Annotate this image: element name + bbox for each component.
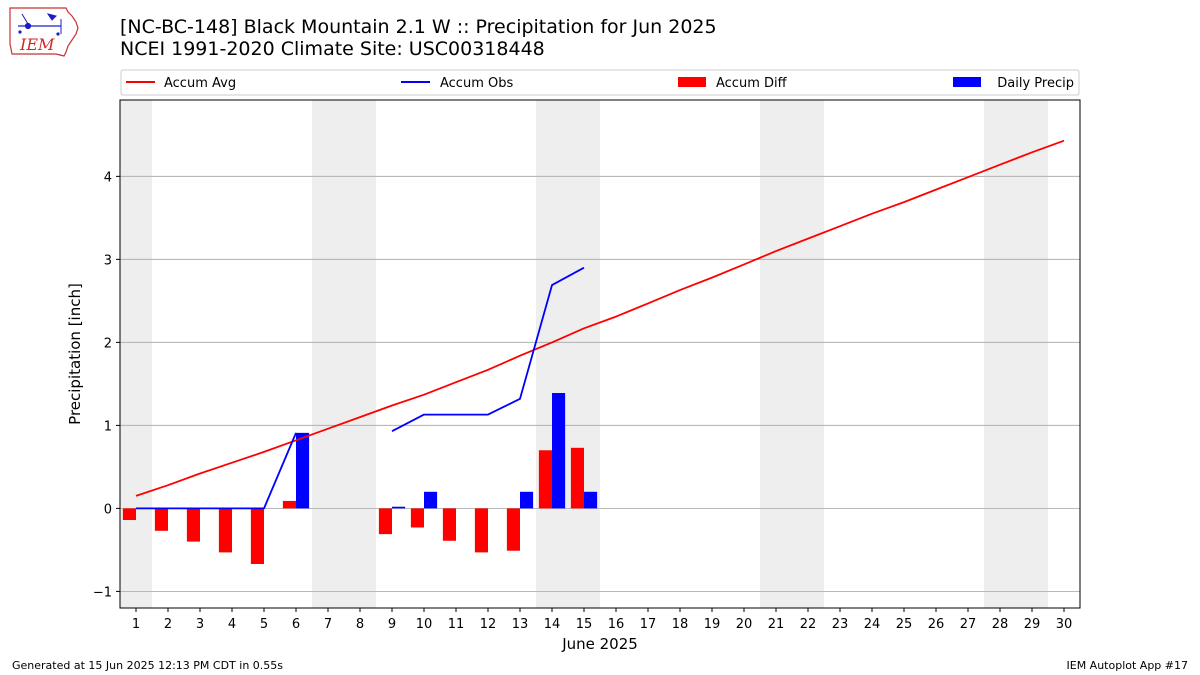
- accum-diff-bar-5: [250, 508, 264, 565]
- chart-title-line1: [NC-BC-148] Black Mountain 2.1 W :: Prec…: [120, 16, 717, 38]
- legend-accum-diff-label: Accum Diff: [716, 76, 788, 91]
- legend-daily-precip-label: Daily Precip: [997, 76, 1074, 91]
- weekend-band-14: [536, 100, 568, 608]
- daily-precip-bar-14: [552, 393, 566, 509]
- x-tick-label-26: 26: [928, 617, 945, 632]
- generated-timestamp: Generated at 15 Jun 2025 12:13 PM CDT in…: [12, 659, 284, 672]
- accum-obs-line-1: [136, 432, 297, 510]
- x-tick-label-19: 19: [704, 617, 721, 632]
- accum-avg-line-1: [135, 139, 1065, 497]
- daily-precip-bar-10: [424, 491, 438, 509]
- accum-diff-bar-4: [218, 508, 232, 553]
- x-tick-label-20: 20: [736, 617, 753, 632]
- daily-precip-bar-9: [392, 506, 406, 509]
- x-tick-label-8: 8: [356, 617, 364, 632]
- accum-diff-bar-9: [378, 508, 392, 535]
- x-tick-label-21: 21: [768, 617, 785, 632]
- y-tick-label--1: −1: [93, 585, 112, 600]
- accum-diff-bar-10: [410, 508, 424, 528]
- y-tick-label-4: 4: [104, 170, 112, 185]
- chart-title-line2: NCEI 1991-2020 Climate Site: USC00318448: [120, 38, 545, 60]
- accum-diff-bar-2: [154, 508, 168, 531]
- x-tick-label-2: 2: [164, 617, 172, 632]
- accum-diff-bar-13: [506, 508, 520, 551]
- weekend-band-29: [1016, 100, 1048, 608]
- y-tick-label-1: 1: [104, 419, 112, 434]
- x-axis-ticks: 1 2 3 4 5 6 7 8 9 10 11 12 13 14 15 16 17 18 19 20 21 22 23 24 2…: [132, 608, 1072, 632]
- x-tick-label-22: 22: [800, 617, 817, 632]
- legend-daily-precip-swatch: [953, 77, 981, 87]
- x-tick-label-25: 25: [896, 617, 913, 632]
- weekend-band-8: [344, 100, 376, 608]
- legend-accum-obs-label: Accum Obs: [440, 76, 513, 91]
- x-tick-label-30: 30: [1056, 617, 1073, 632]
- x-tick-label-6: 6: [292, 617, 300, 632]
- daily-precip-bar-15: [584, 491, 598, 509]
- daily-precip-bar-6: [296, 432, 310, 509]
- weekend-band-21: [760, 100, 792, 608]
- x-tick-label-11: 11: [448, 617, 465, 632]
- legend-accum-diff-swatch: [678, 77, 706, 87]
- gridlines: [120, 175, 1080, 592]
- legend-box: [120, 69, 1080, 96]
- chart-title: [NC-BC-148] Black Mountain 2.1 W :: Prec…: [120, 16, 717, 60]
- x-tick-label-1: 1: [132, 617, 140, 632]
- accum-diff-bar-15: [570, 447, 584, 509]
- weekend-band-22: [792, 100, 824, 608]
- logo-text: IEM: [19, 35, 55, 54]
- weekend-band-1: [120, 100, 152, 608]
- weekend-bands: [120, 100, 1048, 608]
- bar-marks: [122, 393, 598, 565]
- iem-logo: IEM: [9, 7, 79, 57]
- accum-diff-bar-6: [282, 500, 296, 509]
- accum-obs-line-2: [391, 266, 585, 432]
- app-credit: IEM Autoplot App #17: [1066, 659, 1189, 672]
- x-axis-label: June 2025: [561, 635, 638, 653]
- accum-diff-bar-1: [122, 508, 136, 521]
- x-tick-label-5: 5: [260, 617, 268, 632]
- daily-precip-bar-13: [520, 491, 534, 509]
- accum-diff-bar-12: [474, 508, 488, 553]
- weekend-band-7: [312, 100, 344, 608]
- x-tick-label-12: 12: [480, 617, 497, 632]
- weather-symbols-icon: [18, 13, 62, 36]
- y-tick-label-0: 0: [104, 502, 112, 517]
- x-tick-label-14: 14: [544, 617, 561, 632]
- legend: Accum Avg Accum Obs Accum Diff Daily Pre…: [120, 69, 1080, 96]
- x-tick-label-29: 29: [1024, 617, 1041, 632]
- accum-diff-bar-11: [442, 508, 456, 541]
- legend-accum-avg-label: Accum Avg: [164, 76, 236, 91]
- y-axis-label: Precipitation [inch]: [66, 283, 84, 425]
- weekend-band-15: [568, 100, 600, 608]
- accum-diff-bar-14: [538, 450, 552, 509]
- x-tick-label-7: 7: [324, 617, 332, 632]
- y-axis-ticks: −1 0 1 2 3 4: [93, 170, 120, 600]
- x-tick-label-24: 24: [864, 617, 881, 632]
- x-tick-label-4: 4: [228, 617, 236, 632]
- weekend-band-28: [984, 100, 1016, 608]
- x-tick-label-17: 17: [640, 617, 657, 632]
- x-tick-label-10: 10: [416, 617, 433, 632]
- x-tick-label-27: 27: [960, 617, 977, 632]
- x-tick-label-3: 3: [196, 617, 204, 632]
- y-tick-label-2: 2: [104, 336, 112, 351]
- x-tick-label-28: 28: [992, 617, 1009, 632]
- x-tick-label-15: 15: [576, 617, 593, 632]
- x-tick-label-23: 23: [832, 617, 849, 632]
- plot-frame: [119, 99, 1081, 609]
- accum-diff-bar-3: [186, 508, 200, 542]
- line-marks: [135, 139, 1065, 510]
- x-tick-label-13: 13: [512, 617, 529, 632]
- x-tick-label-9: 9: [388, 617, 396, 632]
- x-tick-label-16: 16: [608, 617, 625, 632]
- y-tick-label-3: 3: [104, 253, 112, 268]
- x-tick-label-18: 18: [672, 617, 689, 632]
